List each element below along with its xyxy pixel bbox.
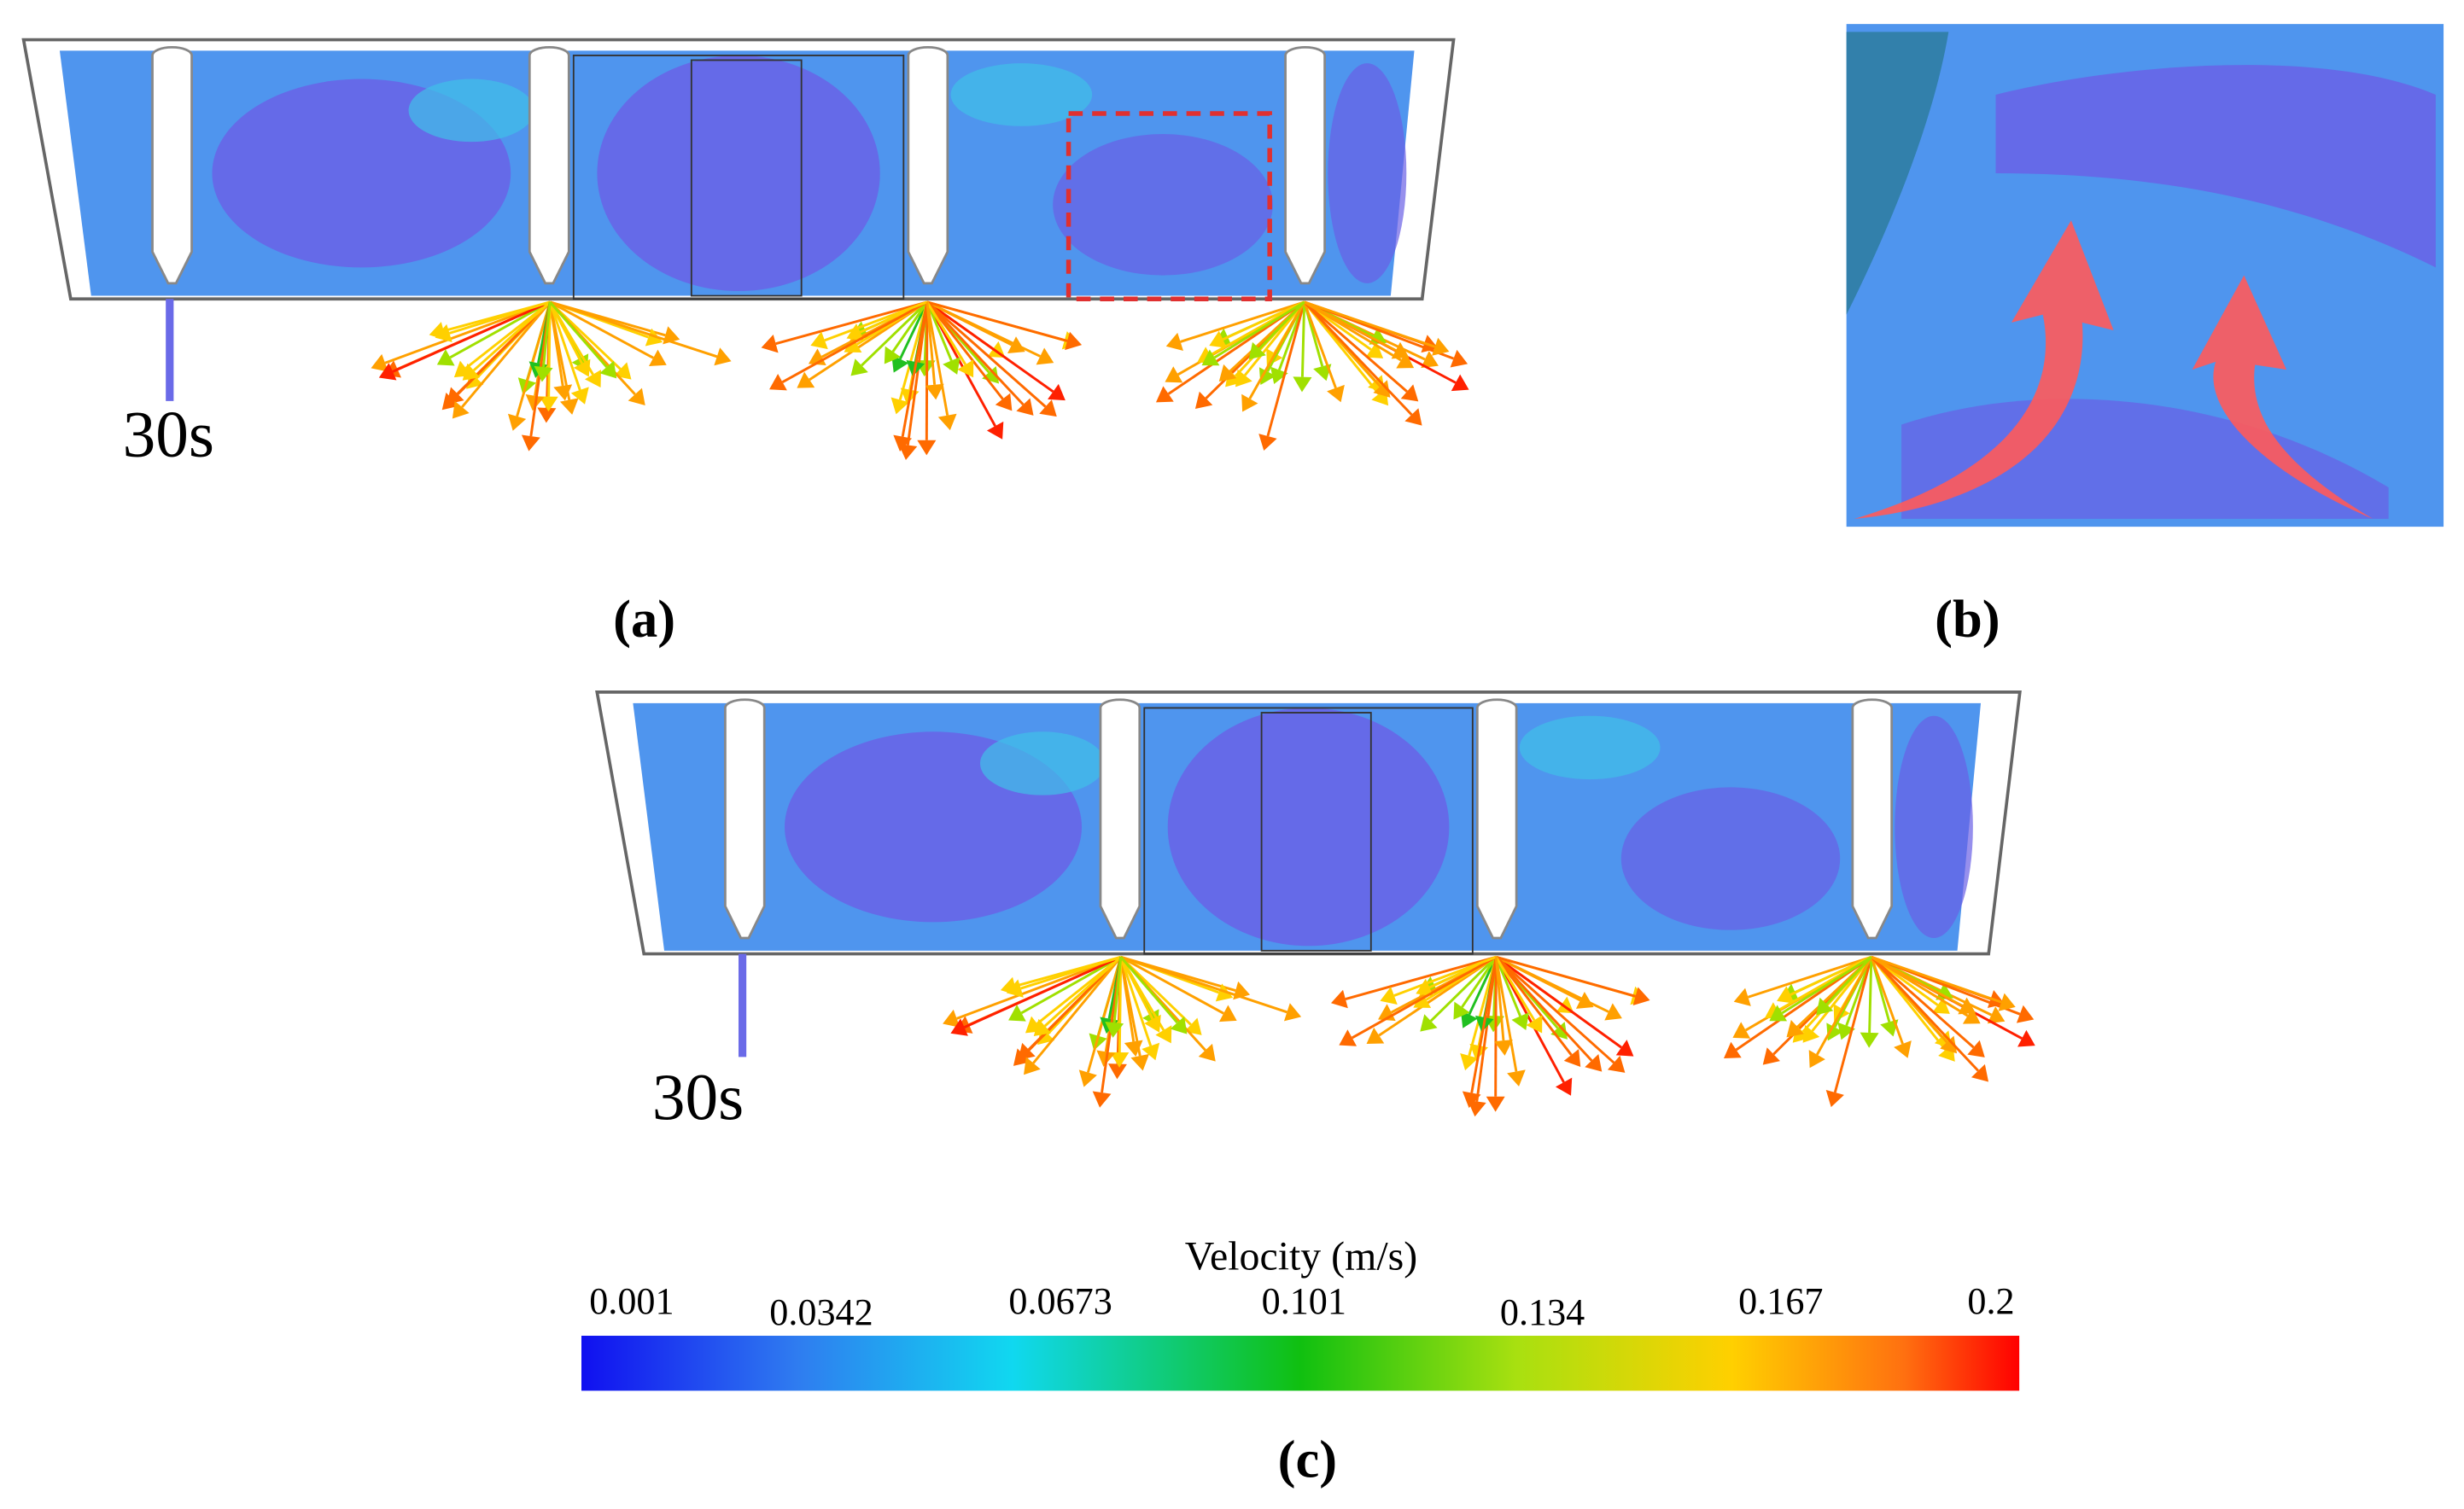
colorbar-tick-label: 0.134 (1500, 1291, 1585, 1333)
panel-a: 30s (a) (24, 40, 1469, 649)
panel-label: (a) (613, 589, 675, 649)
panel-c: 30s (c) (597, 692, 2035, 1489)
colorbar: Velocity (m/s) 0.001 0.0342 0.0673 0.101 0.1… (581, 1234, 2020, 1391)
colorbar-tick-label: 0.2 (1967, 1280, 2014, 1322)
panel-b: (b) (1846, 24, 2444, 649)
time-label: 30s (652, 1060, 744, 1133)
colorbar-title: Velocity (m/s) (1185, 1234, 1417, 1279)
colorbar-tick-label: 0.0342 (769, 1291, 873, 1333)
time-label: 30s (123, 397, 214, 470)
colorbar-tick-label: 0.001 (589, 1280, 674, 1322)
panel-label: (b) (1935, 589, 2000, 649)
colorbar-tick-label: 0.101 (1262, 1280, 1346, 1322)
panel-label: (c) (1278, 1430, 1337, 1489)
colorbar-tick-label: 0.167 (1738, 1280, 1823, 1322)
colorbar-gradient (581, 1336, 2020, 1391)
colorbar-tick-label: 0.0673 (1008, 1280, 1112, 1322)
